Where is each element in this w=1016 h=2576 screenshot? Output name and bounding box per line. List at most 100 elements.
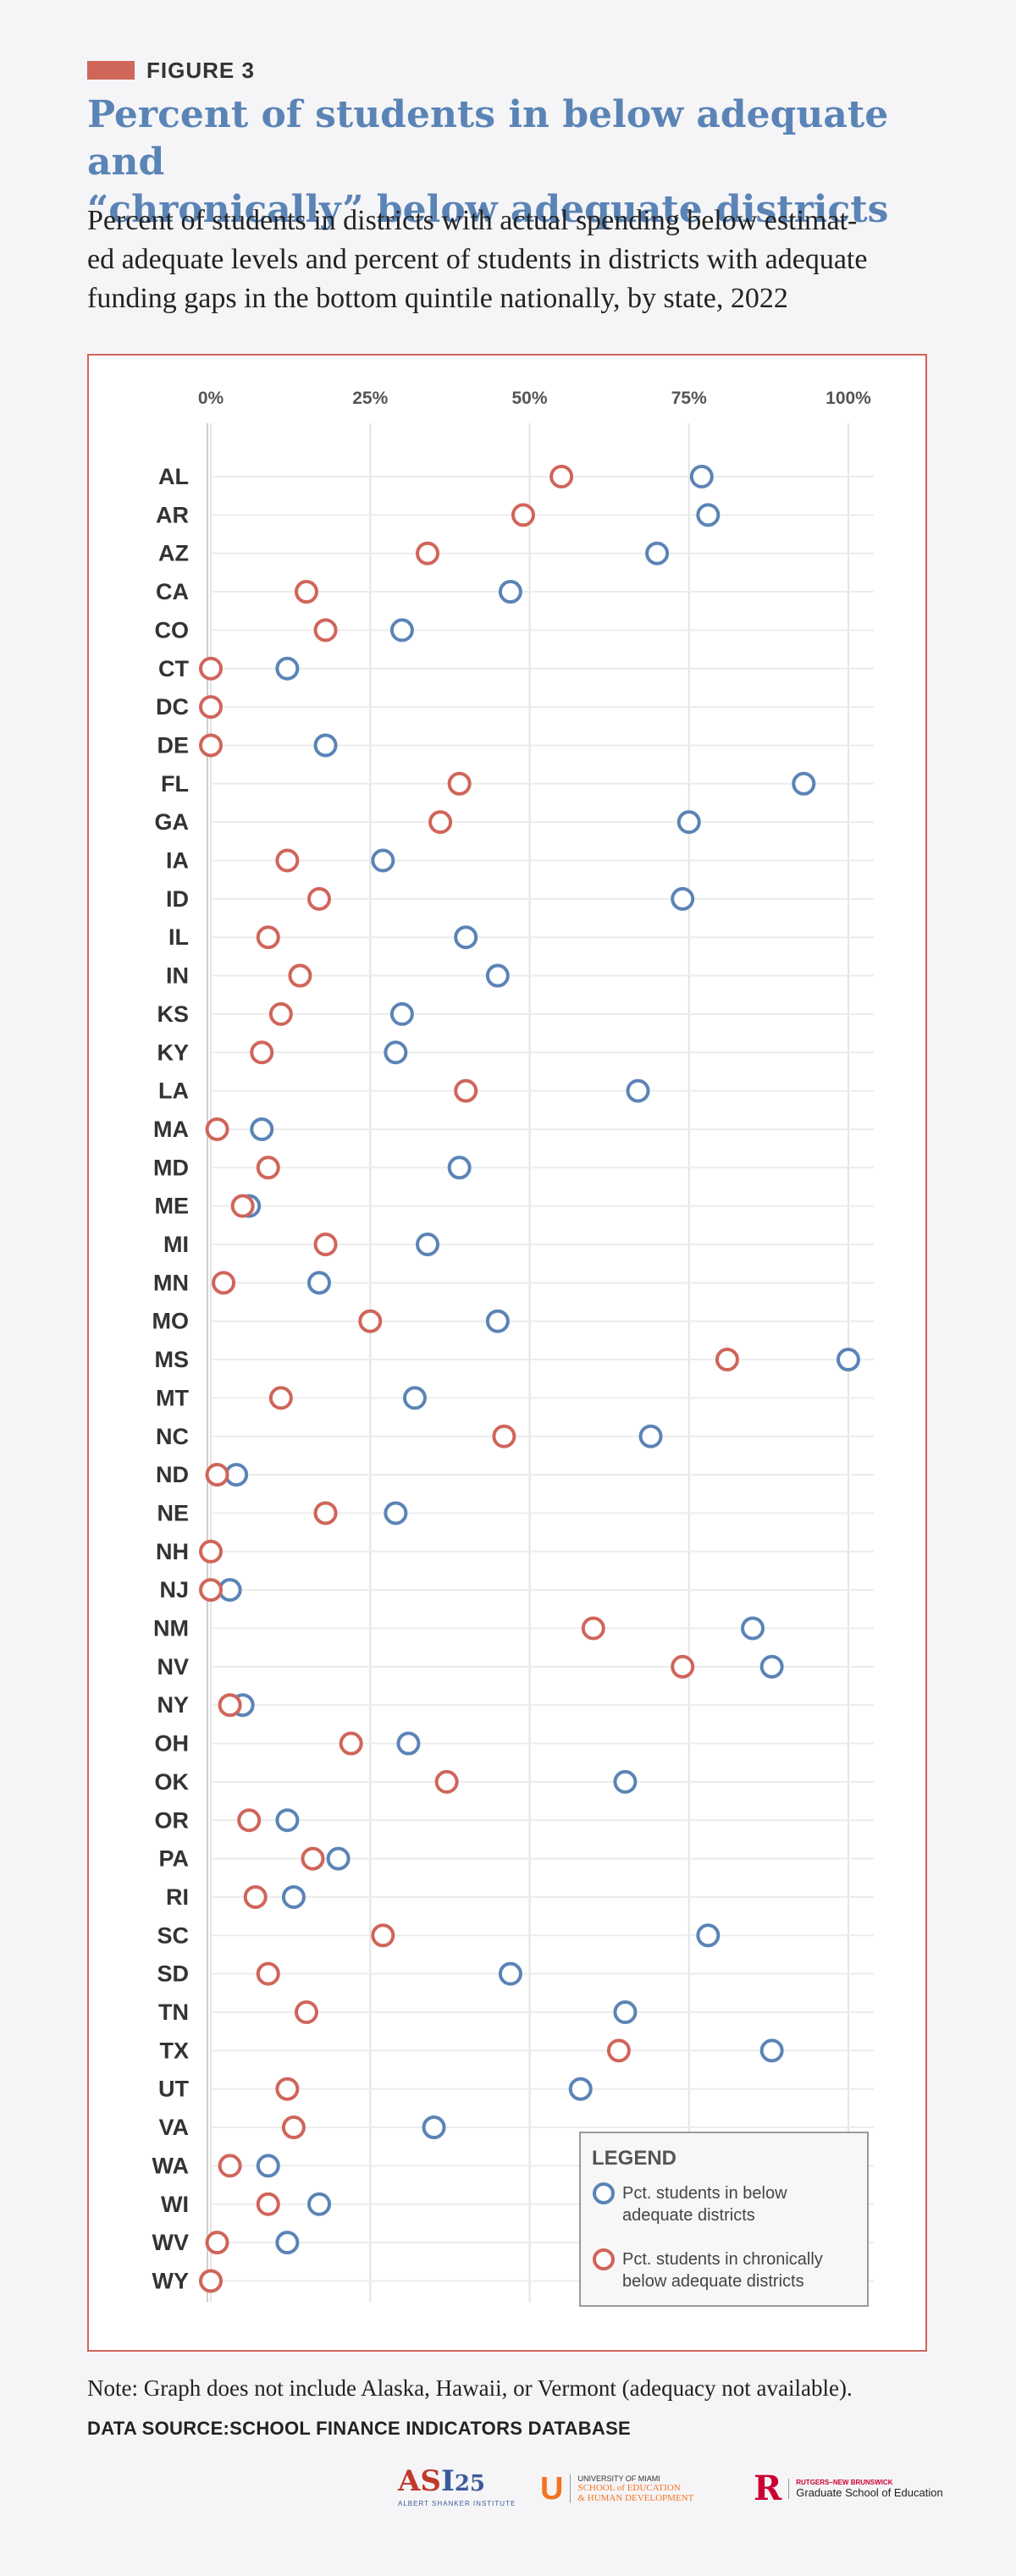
below-adequate-marker — [676, 810, 701, 835]
below-adequate-marker — [696, 1923, 721, 1948]
legend-label-line-1: Pct. students in chronically — [622, 2250, 823, 2269]
below-adequate-marker — [307, 1271, 332, 1295]
state-label: GA — [155, 809, 190, 835]
state-label: WA — [152, 2153, 190, 2178]
below-adequate-marker — [568, 2077, 593, 2101]
state-label: MA — [153, 1117, 189, 1142]
below-adequate-marker — [613, 1769, 638, 1794]
chronically-below-marker — [256, 925, 280, 950]
x-tick-label: 75% — [671, 389, 707, 408]
state-label: AR — [156, 502, 189, 527]
below-adequate-marker — [638, 1424, 663, 1448]
state-label: SD — [157, 1961, 189, 1987]
state-label: KY — [157, 1040, 189, 1065]
chart-title-line-2: “chronically” below adequate districts — [87, 188, 889, 231]
state-label: ME — [155, 1194, 190, 1219]
below-adequate-marker — [371, 848, 395, 873]
rutgers-logo: R RUTGERS–NEW BRUNSWICK Graduate School … — [754, 2468, 943, 2508]
below-adequate-marker — [454, 925, 478, 950]
below-adequate-marker — [307, 2192, 332, 2216]
state-label: MI — [163, 1232, 189, 1257]
figure-tag-swatch — [87, 61, 135, 80]
state-label: OK — [155, 1769, 190, 1795]
albert-shanker-institute-logo: ASI25 ALBERT SHANKER INSTITUTE — [398, 2464, 516, 2507]
chronically-below-marker — [199, 695, 223, 720]
state-label: AL — [158, 464, 189, 489]
chart-frame: 0% 25% 50% 75% 100% AL AR AZ CA CO CT DC DE FL GA IA ID I… — [87, 354, 927, 2352]
below-adequate-marker — [384, 1501, 408, 1525]
chronically-below-marker — [218, 1693, 242, 1718]
chronically-below-marker — [416, 541, 440, 565]
state-label: CA — [156, 579, 189, 604]
chronically-below-marker — [281, 2115, 306, 2140]
logo-strip: ASI25 ALBERT SHANKER INSTITUTE U UNIVERS… — [398, 2465, 957, 2513]
chronically-below-marker — [294, 2000, 318, 2024]
below-adequate-marker — [422, 2115, 446, 2140]
state-label: CT — [158, 656, 189, 681]
chronically-below-marker — [199, 656, 223, 681]
state-label: IN — [166, 963, 189, 989]
state-label: OH — [155, 1731, 190, 1757]
chronically-below-marker — [288, 963, 312, 988]
chronically-below-marker — [549, 465, 574, 488]
state-label: NJ — [159, 1577, 189, 1602]
chronically-below-marker — [256, 2192, 280, 2216]
legend-marker — [593, 2182, 615, 2204]
state-label: NM — [153, 1616, 189, 1641]
chronically-below-marker — [205, 1117, 229, 1141]
chart-subtitle-line-2: ed adequate levels and percent of studen… — [87, 244, 868, 275]
chart-title: Percent of students in below adequate an… — [87, 91, 968, 234]
chronically-below-marker — [671, 1654, 695, 1679]
below-adequate-marker — [389, 1001, 414, 1026]
state-label: ND — [156, 1462, 189, 1487]
chronically-below-marker — [301, 1846, 325, 1871]
below-adequate-marker — [613, 2000, 638, 2024]
state-label: NY — [157, 1692, 189, 1718]
chronically-below-marker — [313, 1501, 338, 1525]
state-label: SC — [157, 1922, 189, 1948]
below-adequate-marker — [384, 1040, 408, 1065]
below-adequate-marker — [689, 465, 714, 488]
below-adequate-marker — [250, 1117, 274, 1141]
chronically-below-marker — [275, 848, 300, 873]
state-label: TN — [158, 2000, 189, 2025]
below-adequate-marker — [696, 503, 721, 527]
below-adequate-marker — [485, 963, 510, 988]
state-label: NC — [156, 1424, 189, 1449]
below-adequate-marker — [281, 1884, 306, 1909]
legend-marker — [593, 2248, 615, 2270]
chronically-below-marker — [447, 771, 472, 796]
below-adequate-marker — [275, 2231, 300, 2255]
chronically-below-marker — [243, 1884, 268, 1909]
state-label: NV — [157, 1654, 189, 1680]
dot-plot: 0% 25% 50% 75% 100% AL AR AZ CA CO CT DC DE FL GA IA ID I… — [152, 389, 874, 2307]
chronically-below-marker — [237, 1808, 262, 1833]
below-adequate-marker — [671, 886, 695, 911]
below-adequate-marker — [326, 1846, 351, 1871]
figure-label: FIGURE 3 — [146, 57, 255, 83]
chart-subtitle-line-3: funding gaps in the bottom quintile nati… — [87, 283, 788, 314]
chronically-below-marker — [268, 1386, 293, 1410]
chronically-below-marker — [313, 618, 338, 643]
state-label: FL — [161, 771, 189, 797]
state-label: MD — [153, 1155, 189, 1180]
legend-label-line-2: below adequate districts — [622, 2272, 804, 2291]
state-label: MO — [152, 1309, 190, 1334]
below-adequate-marker — [218, 1578, 242, 1602]
chart-subtitle: Percent of students in districts with ac… — [87, 201, 976, 318]
chronically-below-marker — [250, 1040, 274, 1065]
legend-title: LEGEND — [592, 2147, 676, 2170]
x-tick-label: 25% — [352, 389, 388, 408]
state-label: CO — [155, 617, 190, 643]
chronically-below-marker — [218, 2154, 242, 2178]
below-adequate-marker — [275, 656, 300, 681]
below-adequate-marker — [792, 771, 816, 796]
state-label: WY — [152, 2268, 190, 2293]
state-label: NH — [156, 1539, 189, 1564]
chronically-below-marker — [256, 1961, 280, 1986]
state-label: WV — [152, 2230, 190, 2255]
state-label: TX — [159, 2038, 189, 2063]
below-adequate-marker — [224, 1463, 249, 1487]
chronically-below-marker — [275, 2077, 300, 2101]
chart-title-line-1: Percent of students in below adequate an… — [87, 93, 889, 184]
